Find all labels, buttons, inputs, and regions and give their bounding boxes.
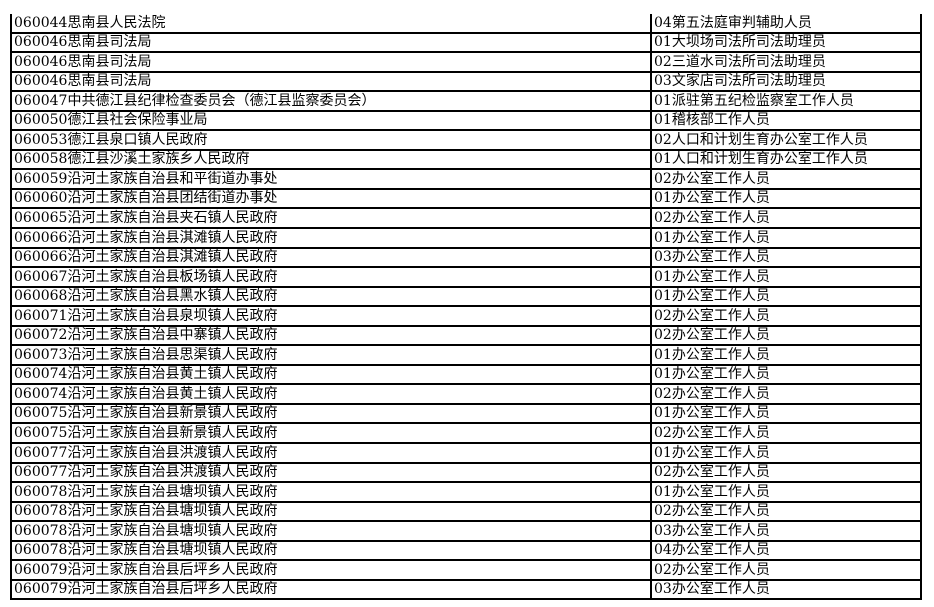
unit-cell: 060066沿河土家族自治县淇滩镇人民政府 — [10, 247, 652, 269]
unit-cell: 060066沿河土家族自治县淇滩镇人民政府 — [10, 228, 652, 249]
unit-cell: 060060沿河土家族自治县团结街道办事处 — [10, 188, 652, 210]
table-row: 060075沿河土家族自治县新景镇人民政府 01办公室工作人员 — [10, 403, 922, 425]
table-row: 060074沿河土家族自治县黄土镇人民政府 01办公室工作人员 — [10, 364, 922, 386]
position-cell: 02办公室工作人员 — [650, 501, 922, 523]
position-cell: 04第五法庭审判辅助人员 — [650, 14, 922, 34]
position-cell: 03办公室工作人员 — [650, 247, 922, 269]
table-row: 060078沿河土家族自治县塘坝镇人民政府 02办公室工作人员 — [10, 501, 922, 523]
unit-cell: 060053德江县泉口镇人民政府 — [10, 130, 652, 151]
table-row: 060044思南县人民法院 04第五法庭审判辅助人员 — [10, 14, 922, 34]
unit-cell: 060079沿河土家族自治县后坪乡人民政府 — [10, 560, 652, 581]
position-cell: 01办公室工作人员 — [650, 482, 922, 503]
position-cell: 03办公室工作人员 — [650, 579, 922, 601]
unit-cell: 060073沿河土家族自治县思渠镇人民政府 — [10, 345, 652, 366]
table-row: 060046思南县司法局 01大坝场司法所司法助理员 — [10, 32, 922, 54]
unit-cell: 060077沿河土家族自治县洪渡镇人民政府 — [10, 462, 652, 484]
unit-cell: 060075沿河土家族自治县新景镇人民政府 — [10, 403, 652, 425]
position-cell: 01稽核部工作人员 — [650, 110, 922, 132]
position-cell: 02三道水司法所司法助理员 — [650, 52, 922, 73]
position-cell: 01办公室工作人员 — [650, 403, 922, 425]
position-cell: 03办公室工作人员 — [650, 521, 922, 542]
position-cell: 01大坝场司法所司法助理员 — [650, 32, 922, 54]
position-cell: 02人口和计划生育办公室工作人员 — [650, 130, 922, 151]
table-row: 060077沿河土家族自治县洪渡镇人民政府 02办公室工作人员 — [10, 462, 922, 484]
position-cell: 04办公室工作人员 — [650, 540, 922, 562]
unit-cell: 060050德江县社会保险事业局 — [10, 110, 652, 132]
table-row: 060078沿河土家族自治县塘坝镇人民政府 01办公室工作人员 — [10, 482, 922, 503]
unit-cell: 060071沿河土家族自治县泉坝镇人民政府 — [10, 306, 652, 327]
unit-cell: 060046思南县司法局 — [10, 71, 652, 93]
position-cell: 02办公室工作人员 — [650, 208, 922, 229]
table-row: 060079沿河土家族自治县后坪乡人民政府 03办公室工作人员 — [10, 579, 922, 601]
position-cell: 02办公室工作人员 — [650, 384, 922, 405]
position-cell: 03文家店司法所司法助理员 — [650, 71, 922, 93]
table-row: 060046思南县司法局 03文家店司法所司法助理员 — [10, 71, 922, 93]
unit-cell: 060077沿河土家族自治县洪渡镇人民政府 — [10, 443, 652, 464]
position-cell: 01办公室工作人员 — [650, 228, 922, 249]
position-cell: 01派驻第五纪检监察室工作人员 — [650, 91, 922, 112]
position-cell: 02办公室工作人员 — [650, 423, 922, 445]
unit-cell: 060068沿河土家族自治县黑水镇人民政府 — [10, 286, 652, 308]
position-cell: 01办公室工作人员 — [650, 188, 922, 210]
table-row: 060068沿河土家族自治县黑水镇人民政府 01办公室工作人员 — [10, 286, 922, 308]
unit-cell: 060067沿河土家族自治县板场镇人民政府 — [10, 267, 652, 288]
table-row: 060079沿河土家族自治县后坪乡人民政府 02办公室工作人员 — [10, 560, 922, 581]
position-cell: 02办公室工作人员 — [650, 560, 922, 581]
position-cell: 01办公室工作人员 — [650, 443, 922, 464]
table-row: 060067沿河土家族自治县板场镇人民政府 01办公室工作人员 — [10, 267, 922, 288]
position-cell: 02办公室工作人员 — [650, 169, 922, 190]
table-row: 060071沿河土家族自治县泉坝镇人民政府 02办公室工作人员 — [10, 306, 922, 327]
unit-cell: 060047中共德江县纪律检查委员会（德江县监察委员会） — [10, 91, 652, 112]
position-cell: 01办公室工作人员 — [650, 286, 922, 308]
position-cell: 02办公室工作人员 — [650, 462, 922, 484]
table-row: 060046思南县司法局 02三道水司法所司法助理员 — [10, 52, 922, 73]
table-row: 060047中共德江县纪律检查委员会（德江县监察委员会） 01派驻第五纪检监察室工… — [10, 91, 922, 112]
position-table: 060044思南县人民法院 04第五法庭审判辅助人员 060046思南县司法局 01大… — [10, 14, 922, 601]
unit-cell: 060075沿河土家族自治县新景镇人民政府 — [10, 423, 652, 445]
unit-cell: 060074沿河土家族自治县黄土镇人民政府 — [10, 384, 652, 405]
unit-cell: 060074沿河土家族自治县黄土镇人民政府 — [10, 364, 652, 386]
table-row: 060072沿河土家族自治县中寨镇人民政府 02办公室工作人员 — [10, 325, 922, 347]
table-row: 060078沿河土家族自治县塘坝镇人民政府 03办公室工作人员 — [10, 521, 922, 542]
table-row: 060053德江县泉口镇人民政府 02人口和计划生育办公室工作人员 — [10, 130, 922, 151]
table-row: 060058德江县沙溪土家族乡人民政府 01人口和计划生育办公室工作人员 — [10, 149, 922, 171]
table-row: 060065沿河土家族自治县夹石镇人民政府 02办公室工作人员 — [10, 208, 922, 229]
position-cell: 02办公室工作人员 — [650, 325, 922, 347]
unit-cell: 060078沿河土家族自治县塘坝镇人民政府 — [10, 540, 652, 562]
table-row: 060066沿河土家族自治县淇滩镇人民政府 01办公室工作人员 — [10, 228, 922, 249]
position-cell: 01人口和计划生育办公室工作人员 — [650, 149, 922, 171]
table-row: 060050德江县社会保险事业局 01稽核部工作人员 — [10, 110, 922, 132]
unit-cell: 060044思南县人民法院 — [10, 14, 652, 34]
position-cell: 01办公室工作人员 — [650, 364, 922, 386]
table-row: 060074沿河土家族自治县黄土镇人民政府 02办公室工作人员 — [10, 384, 922, 405]
table-row: 060059沿河土家族自治县和平街道办事处 02办公室工作人员 — [10, 169, 922, 190]
table-row: 060073沿河土家族自治县思渠镇人民政府 01办公室工作人员 — [10, 345, 922, 366]
table-row: 060066沿河土家族自治县淇滩镇人民政府 03办公室工作人员 — [10, 247, 922, 269]
unit-cell: 060078沿河土家族自治县塘坝镇人民政府 — [10, 521, 652, 542]
unit-cell: 060078沿河土家族自治县塘坝镇人民政府 — [10, 501, 652, 523]
position-cell: 02办公室工作人员 — [650, 306, 922, 327]
unit-cell: 060078沿河土家族自治县塘坝镇人民政府 — [10, 482, 652, 503]
unit-cell: 060072沿河土家族自治县中寨镇人民政府 — [10, 325, 652, 347]
unit-cell: 060046思南县司法局 — [10, 52, 652, 73]
table-row: 060075沿河土家族自治县新景镇人民政府 02办公室工作人员 — [10, 423, 922, 445]
unit-cell: 060058德江县沙溪土家族乡人民政府 — [10, 149, 652, 171]
table-row: 060077沿河土家族自治县洪渡镇人民政府 01办公室工作人员 — [10, 443, 922, 464]
position-cell: 01办公室工作人员 — [650, 267, 922, 288]
table-row: 060060沿河土家族自治县团结街道办事处 01办公室工作人员 — [10, 188, 922, 210]
unit-cell: 060079沿河土家族自治县后坪乡人民政府 — [10, 579, 652, 601]
table-row: 060078沿河土家族自治县塘坝镇人民政府 04办公室工作人员 — [10, 540, 922, 562]
table-body: 060044思南县人民法院 04第五法庭审判辅助人员 060046思南县司法局 01大… — [10, 14, 922, 601]
position-cell: 01办公室工作人员 — [650, 345, 922, 366]
unit-cell: 060046思南县司法局 — [10, 32, 652, 54]
unit-cell: 060065沿河土家族自治县夹石镇人民政府 — [10, 208, 652, 229]
unit-cell: 060059沿河土家族自治县和平街道办事处 — [10, 169, 652, 190]
